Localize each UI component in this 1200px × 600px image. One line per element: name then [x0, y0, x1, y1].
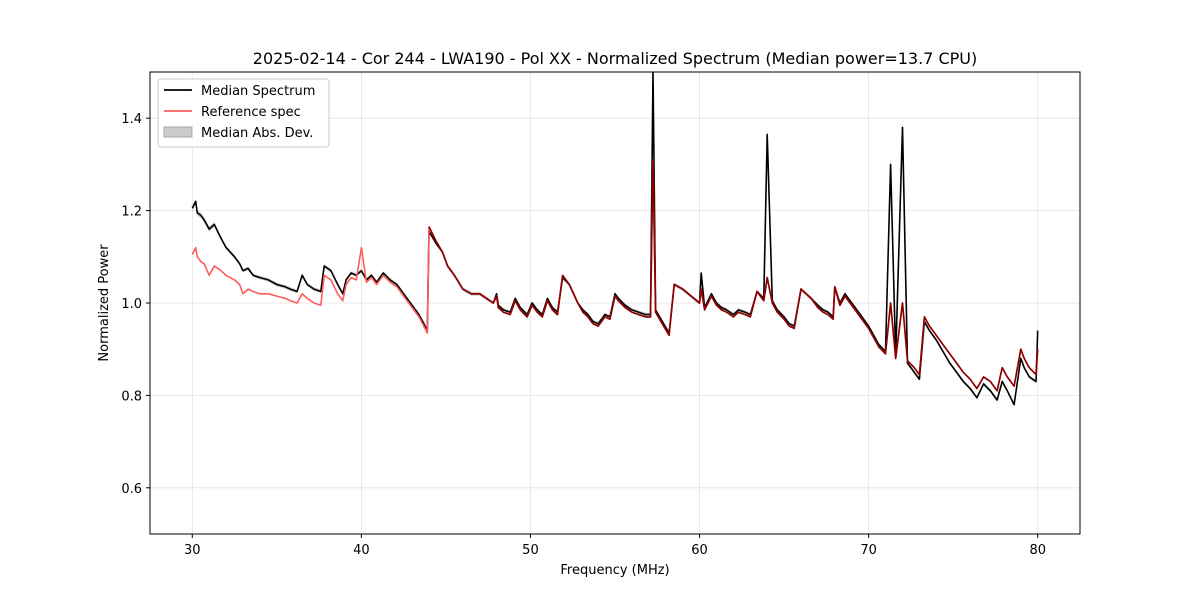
overlap-line — [428, 159, 1039, 392]
legend-reference-label: Reference spec — [201, 105, 301, 120]
axis-ticks: 30 40 50 60 70 80 0.6 0.8 1.0 1.2 1.4 — [121, 112, 1046, 558]
legend-median-label: Median Spectrum — [201, 84, 315, 99]
legend-mad-label: Median Abs. Dev. — [201, 126, 313, 141]
y-axis-label: Normalized Power — [97, 244, 112, 362]
data-area — [191, 72, 1039, 407]
x-tick-label: 80 — [1029, 543, 1046, 558]
y-tick-label: 0.8 — [121, 389, 142, 404]
x-tick-label: 60 — [691, 543, 708, 558]
y-tick-label: 0.6 — [121, 482, 142, 497]
x-tick-label: 70 — [860, 543, 877, 558]
y-tick-label: 1.2 — [121, 205, 142, 220]
x-tick-label: 40 — [353, 543, 370, 558]
x-tick-label: 30 — [184, 543, 201, 558]
legend-mad-swatch — [163, 126, 193, 138]
grid-lines — [150, 72, 1080, 534]
legend-box — [157, 78, 330, 148]
chart-title: 2025-02-14 - Cor 244 - LWA190 - Pol XX -… — [253, 49, 977, 68]
x-tick-label: 50 — [522, 543, 539, 558]
x-axis-label: Frequency (MHz) — [560, 563, 669, 578]
y-tick-label: 1.0 — [121, 297, 142, 312]
y-tick-label: 1.4 — [121, 112, 142, 127]
legend: Median Spectrum Reference spec Median Ab… — [157, 78, 330, 148]
